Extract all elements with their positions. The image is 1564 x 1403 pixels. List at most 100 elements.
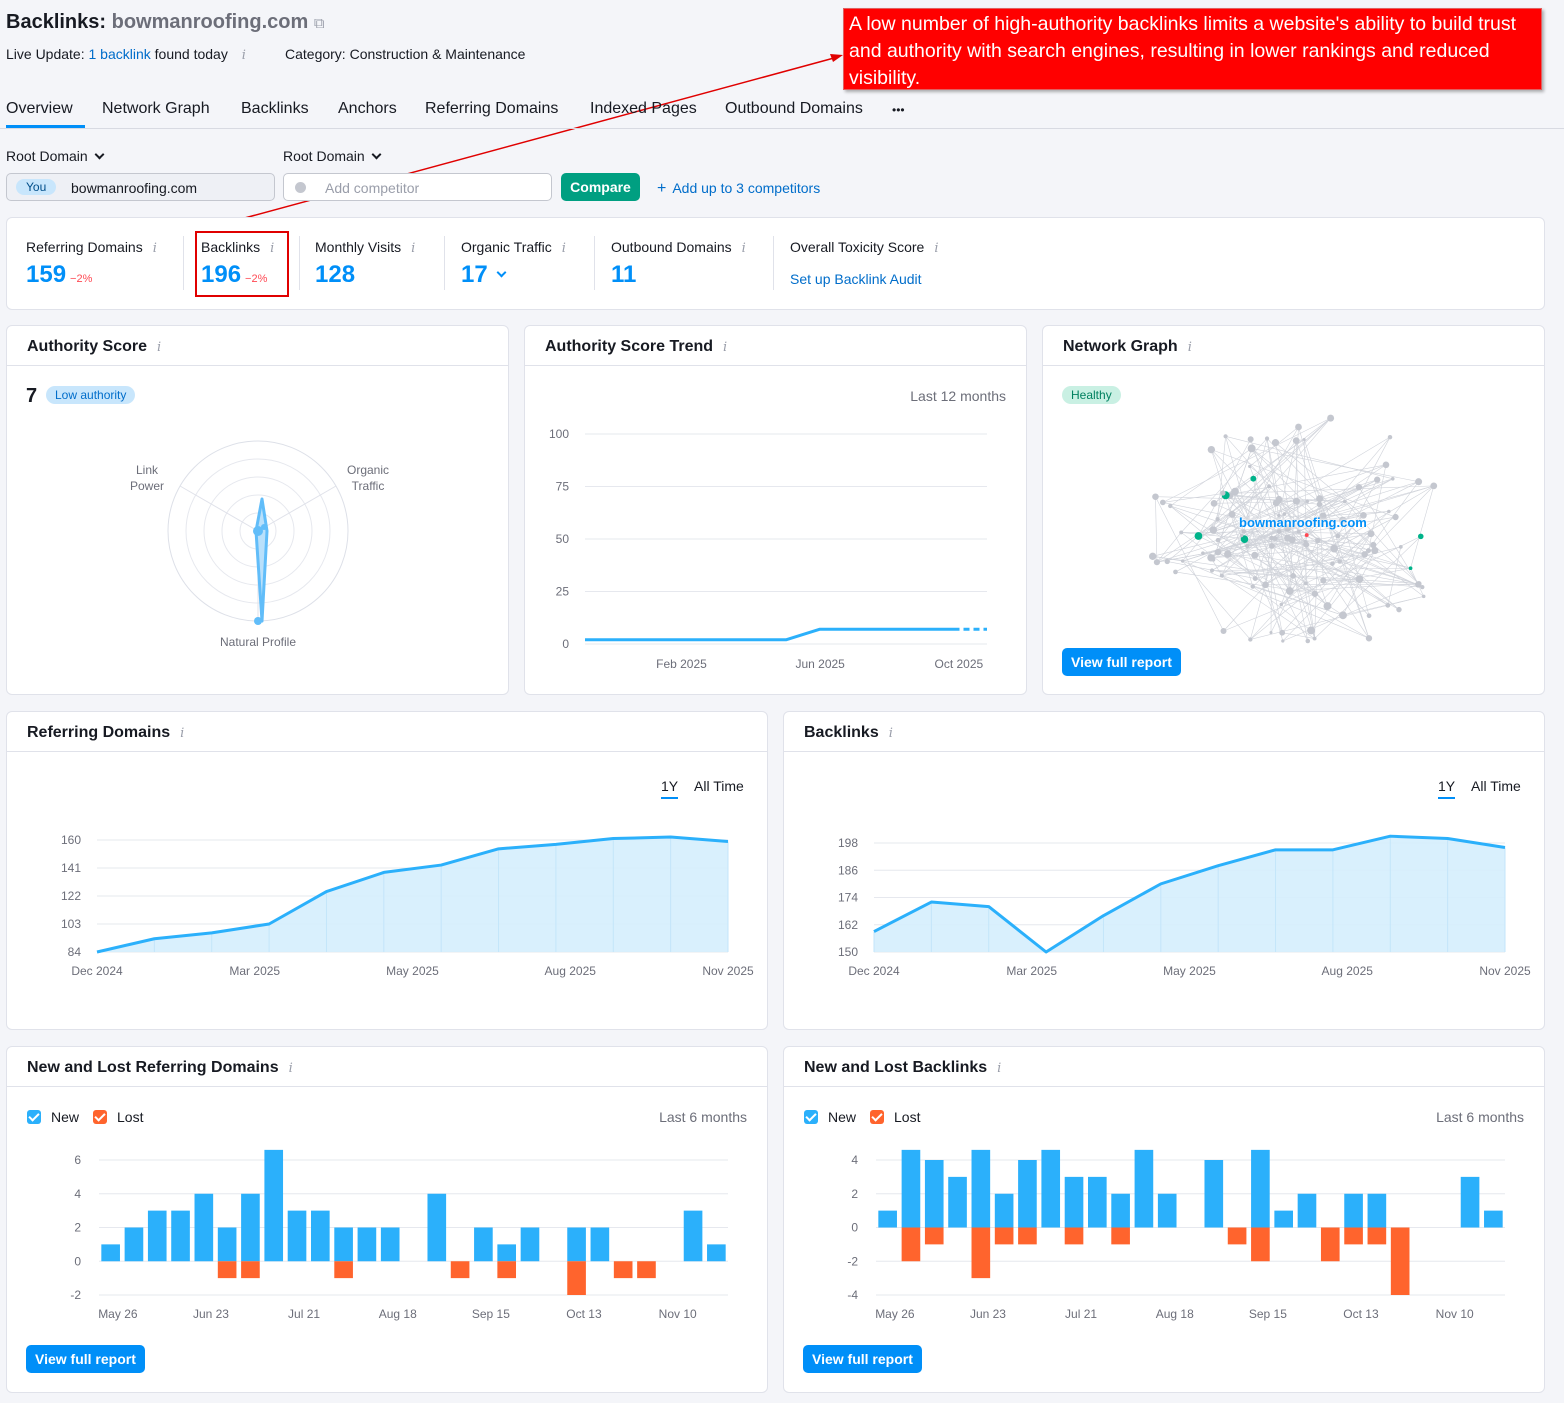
- more-tabs-icon[interactable]: •••: [892, 103, 905, 117]
- info-icon[interactable]: i: [888, 726, 893, 741]
- network-edge: [1278, 499, 1309, 642]
- network-edge: [1250, 580, 1324, 640]
- metric-separator: [773, 236, 774, 290]
- info-icon[interactable]: i: [997, 1061, 1002, 1076]
- metric-backlinks-value[interactable]: 196 −2%: [201, 261, 268, 288]
- range-all-time-tab[interactable]: All Time: [694, 778, 744, 794]
- network-node: [1330, 544, 1338, 553]
- new-bar: [474, 1227, 493, 1262]
- metric-organic-traffic-value[interactable]: 17: [461, 261, 507, 289]
- info-icon[interactable]: i: [1187, 340, 1192, 355]
- info-icon[interactable]: i: [270, 241, 275, 256]
- tab-outbound-domains[interactable]: Outbound Domains: [725, 100, 863, 117]
- network-node: [1316, 501, 1323, 508]
- tab-anchors[interactable]: Anchors: [338, 100, 397, 117]
- info-icon[interactable]: i: [157, 340, 162, 355]
- info-icon[interactable]: i: [561, 241, 566, 256]
- network-node: [1215, 517, 1220, 522]
- metric-referring-domains-value[interactable]: 159 −2%: [26, 261, 93, 288]
- setup-backlink-audit-link[interactable]: Set up Backlink Audit: [790, 271, 922, 287]
- network-edge: [1170, 448, 1252, 507]
- chevron-down-icon[interactable]: [496, 267, 507, 278]
- range-1y-tab[interactable]: 1Y: [1438, 778, 1456, 799]
- y-tick-label: 2: [851, 1187, 858, 1201]
- network-edge: [1182, 518, 1218, 562]
- metric-outbound-domains-value[interactable]: 11: [611, 261, 637, 288]
- range-all-time-tab[interactable]: All Time: [1471, 778, 1521, 794]
- info-icon[interactable]: i: [741, 241, 746, 256]
- legend-new-checkbox[interactable]: New: [27, 1109, 79, 1125]
- info-icon[interactable]: i: [180, 726, 185, 741]
- compare-button[interactable]: Compare: [561, 173, 640, 201]
- checkbox-checked-icon[interactable]: [93, 1110, 107, 1124]
- x-tick-label: Aug 2025: [545, 964, 597, 978]
- network-node: [1295, 423, 1302, 431]
- checkbox-checked-icon[interactable]: [27, 1110, 41, 1124]
- x-tick-label: Aug 2025: [1322, 964, 1374, 978]
- x-tick-label: Mar 2025: [229, 964, 280, 978]
- y-tick-label: 186: [838, 863, 858, 877]
- y-tick-label: -2: [847, 1254, 858, 1268]
- network-node: [1220, 627, 1227, 635]
- x-tick-label: Dec 2024: [71, 964, 123, 978]
- network-node: [1264, 436, 1270, 441]
- legend-lost-checkbox[interactable]: Lost: [93, 1109, 143, 1125]
- tab-overview[interactable]: Overview: [6, 100, 73, 117]
- network-view-full-report-button[interactable]: View full report: [1062, 648, 1181, 676]
- tab-network-graph[interactable]: Network Graph: [102, 100, 210, 117]
- domains-view-full-report-button[interactable]: View full report: [26, 1345, 145, 1373]
- network-node: [1430, 482, 1438, 490]
- info-icon[interactable]: i: [241, 48, 246, 63]
- x-tick-label: Feb 2025: [656, 657, 707, 671]
- metric-monthly-visits-value[interactable]: 128: [315, 261, 356, 288]
- add-competitors-link[interactable]: + Add up to 3 competitors: [657, 180, 821, 197]
- info-icon[interactable]: i: [152, 241, 157, 256]
- network-edge: [1198, 511, 1389, 537]
- checkbox-checked-icon[interactable]: [804, 1110, 818, 1124]
- network-edge: [1265, 485, 1434, 586]
- competitor-field[interactable]: Add competitor: [283, 173, 552, 201]
- authority-score-card: Authority Score i 7 Low authority Link Po…: [6, 325, 509, 695]
- network-node: [1305, 638, 1311, 644]
- domain-link[interactable]: bowmanroofing.com: [111, 11, 309, 33]
- network-node: [1392, 513, 1399, 521]
- info-icon[interactable]: i: [288, 1061, 293, 1076]
- legend-lost-checkbox[interactable]: Lost: [870, 1109, 920, 1125]
- network-edge: [1314, 536, 1421, 639]
- network-node: [1284, 524, 1292, 532]
- new-bar: [427, 1193, 447, 1262]
- network-node: [1303, 539, 1308, 544]
- live-update-link[interactable]: 1 backlink: [88, 46, 151, 62]
- x-tick-label: Sep 15: [472, 1307, 510, 1321]
- checkbox-checked-icon[interactable]: [870, 1110, 884, 1124]
- info-icon[interactable]: i: [411, 241, 416, 256]
- info-icon[interactable]: i: [934, 241, 939, 256]
- external-link-icon[interactable]: ⧉: [313, 15, 325, 32]
- root-domain-select-2[interactable]: Root Domain: [283, 148, 382, 164]
- lost-bar: [217, 1261, 237, 1279]
- tab-referring-domains[interactable]: Referring Domains: [425, 100, 559, 117]
- tab-indexed-pages[interactable]: Indexed Pages: [590, 100, 697, 117]
- legend-new-checkbox[interactable]: New: [804, 1109, 856, 1125]
- network-center-label[interactable]: bowmanroofing.com: [1239, 515, 1367, 530]
- network-edge: [1339, 561, 1419, 585]
- y-tick-label: 160: [61, 833, 81, 847]
- network-node: [1164, 558, 1170, 565]
- backlinks-view-full-report-button[interactable]: View full report: [803, 1345, 922, 1373]
- referring-domains-title: Referring Domains i: [27, 724, 185, 741]
- x-tick-label: Jul 21: [1065, 1307, 1097, 1321]
- lost-bar: [1344, 1227, 1363, 1245]
- root-domain-select-1[interactable]: Root Domain: [6, 148, 105, 164]
- metric-separator: [594, 236, 595, 290]
- lost-bar: [497, 1261, 517, 1279]
- y-tick-label: 4: [851, 1153, 858, 1167]
- range-1y-tab[interactable]: 1Y: [661, 778, 679, 799]
- new-lost-domains-title: New and Lost Referring Domains i: [27, 1059, 293, 1076]
- y-tick-label: -4: [847, 1288, 858, 1302]
- network-node: [1268, 542, 1275, 549]
- domain-field[interactable]: You bowmanroofing.com: [6, 173, 275, 201]
- tab-backlinks[interactable]: Backlinks: [241, 100, 309, 117]
- new-bar: [994, 1193, 1014, 1228]
- x-tick-label: Sep 15: [1249, 1307, 1287, 1321]
- info-icon[interactable]: i: [723, 340, 728, 355]
